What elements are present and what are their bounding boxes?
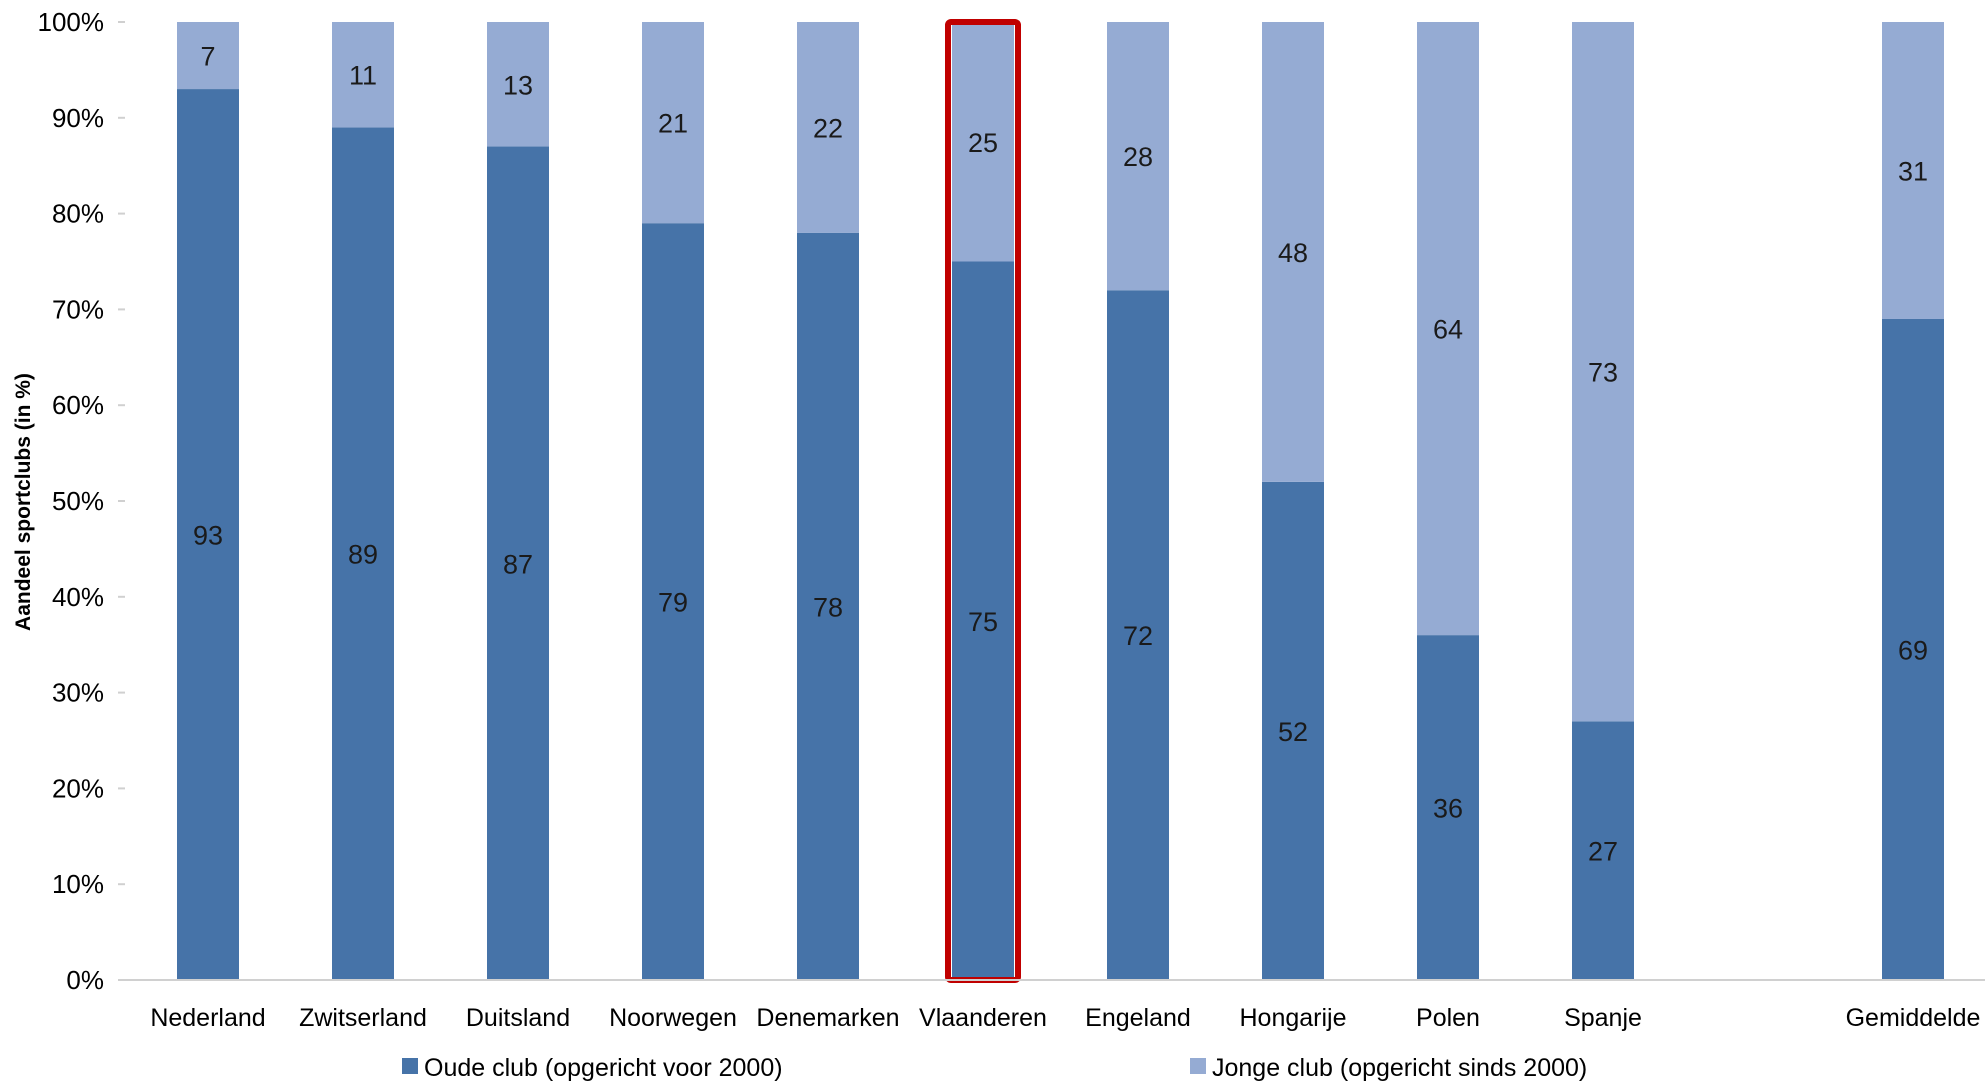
data-label-duitsland-series-2: 13 <box>503 70 533 100</box>
data-label-gemiddelde-series-2: 31 <box>1898 156 1928 186</box>
legend-swatch-1 <box>402 1058 418 1074</box>
data-label-polen-series-2: 64 <box>1433 315 1463 345</box>
bar-spanje-series-2 <box>1572 22 1634 722</box>
legend-swatch-2 <box>1190 1058 1206 1074</box>
data-label-vlaanderen-series-2: 25 <box>968 128 998 158</box>
bar-gemiddelde-series-2 <box>1882 22 1944 319</box>
y-tick-label: 40% <box>52 582 104 612</box>
bar-engeland-series-1 <box>1107 290 1169 980</box>
data-label-spanje-series-1: 27 <box>1588 837 1618 867</box>
legend: Oude club (opgericht voor 2000) Jonge clu… <box>402 1054 1587 1082</box>
data-label-gemiddelde-series-1: 69 <box>1898 635 1928 665</box>
data-label-engeland-series-1: 72 <box>1123 621 1153 651</box>
bar-hongarije-series-2 <box>1262 22 1324 482</box>
plot-area: 93 7 89 11 87 13 79 21 78 22 75 25 72 28 52 48 36 64 27 73 6… <box>177 19 1944 983</box>
bar-hongarije-series-1 <box>1262 481 1324 980</box>
bar-duitsland-series-1 <box>487 146 549 981</box>
y-tick-label: 20% <box>52 773 104 803</box>
legend-label-1: Oude club (opgericht voor 2000) <box>424 1054 783 1082</box>
x-tick-label-hongarije: Hongarije <box>1239 1004 1346 1032</box>
y-tick-label: 50% <box>52 486 104 516</box>
data-label-hongarije-series-2: 48 <box>1278 238 1308 268</box>
data-label-noorwegen-series-2: 21 <box>658 109 688 139</box>
y-axis-title: Aandeel sportclubs (in %) <box>12 373 35 631</box>
data-label-nederland-series-2: 7 <box>200 42 215 72</box>
y-tick-label: 80% <box>52 199 104 229</box>
bar-vlaanderen-series-2 <box>952 22 1014 262</box>
x-tick-label-duitsland: Duitsland <box>466 1004 570 1032</box>
y-tick-label: 60% <box>52 390 104 420</box>
bar-gemiddelde-series-1 <box>1882 318 1944 981</box>
bar-polen-series-2 <box>1417 22 1479 636</box>
data-label-noorwegen-series-1: 79 <box>658 588 688 618</box>
data-label-vlaanderen-series-1: 75 <box>968 607 998 637</box>
data-label-duitsland-series-1: 87 <box>503 549 533 579</box>
bar-spanje-series-1 <box>1572 721 1634 980</box>
x-tick-label-denemarken: Denemarken <box>756 1004 899 1032</box>
data-label-hongarije-series-1: 52 <box>1278 717 1308 747</box>
bar-noorwegen-series-2 <box>642 22 704 224</box>
bar-zwitserland-series-1 <box>332 127 394 980</box>
y-axis: 0% 10% 20% 30% 40% 50% 60% 70% 80% 90% 100% <box>38 7 125 995</box>
x-axis: Nederland Zwitserland Duitsland Noorwegen De… <box>150 1004 1980 1032</box>
bar-nederland-series-1 <box>177 89 239 980</box>
y-tick-label: 90% <box>52 103 104 133</box>
data-label-nederland-series-1: 93 <box>193 521 223 551</box>
y-tick-label: 30% <box>52 678 104 708</box>
data-label-polen-series-1: 36 <box>1433 794 1463 824</box>
y-tick-label: 0% <box>66 965 104 995</box>
x-tick-label-polen: Polen <box>1416 1004 1480 1032</box>
x-tick-label-gemiddelde: Gemiddelde <box>1846 1004 1981 1032</box>
y-tick-label: 10% <box>52 869 104 899</box>
bar-engeland-series-2 <box>1107 22 1169 291</box>
data-label-engeland-series-2: 28 <box>1123 142 1153 172</box>
data-label-denemarken-series-2: 22 <box>813 113 843 143</box>
legend-label-2: Jonge club (opgericht sinds 2000) <box>1212 1054 1587 1082</box>
bar-nederland-series-2 <box>177 22 239 90</box>
x-tick-label-vlaanderen: Vlaanderen <box>919 1004 1047 1032</box>
x-tick-label-nederland: Nederland <box>150 1004 265 1032</box>
bar-denemarken-series-2 <box>797 22 859 233</box>
y-tick-label: 70% <box>52 294 104 324</box>
bar-noorwegen-series-1 <box>642 223 704 980</box>
data-label-denemarken-series-1: 78 <box>813 592 843 622</box>
y-tick-label: 100% <box>38 7 105 37</box>
bar-duitsland-series-2 <box>487 22 549 147</box>
data-label-zwitserland-series-1: 89 <box>348 540 378 570</box>
data-label-spanje-series-2: 73 <box>1588 358 1618 388</box>
x-tick-label-engeland: Engeland <box>1085 1004 1191 1032</box>
x-tick-label-spanje: Spanje <box>1564 1004 1642 1032</box>
x-tick-label-zwitserland: Zwitserland <box>299 1004 427 1032</box>
bar-vlaanderen-series-1 <box>952 261 1014 980</box>
bar-zwitserland-series-2 <box>332 22 394 128</box>
data-label-zwitserland-series-2: 11 <box>349 61 377 91</box>
bar-polen-series-1 <box>1417 635 1479 980</box>
bar-denemarken-series-1 <box>797 232 859 980</box>
x-tick-label-noorwegen: Noorwegen <box>609 1004 737 1032</box>
